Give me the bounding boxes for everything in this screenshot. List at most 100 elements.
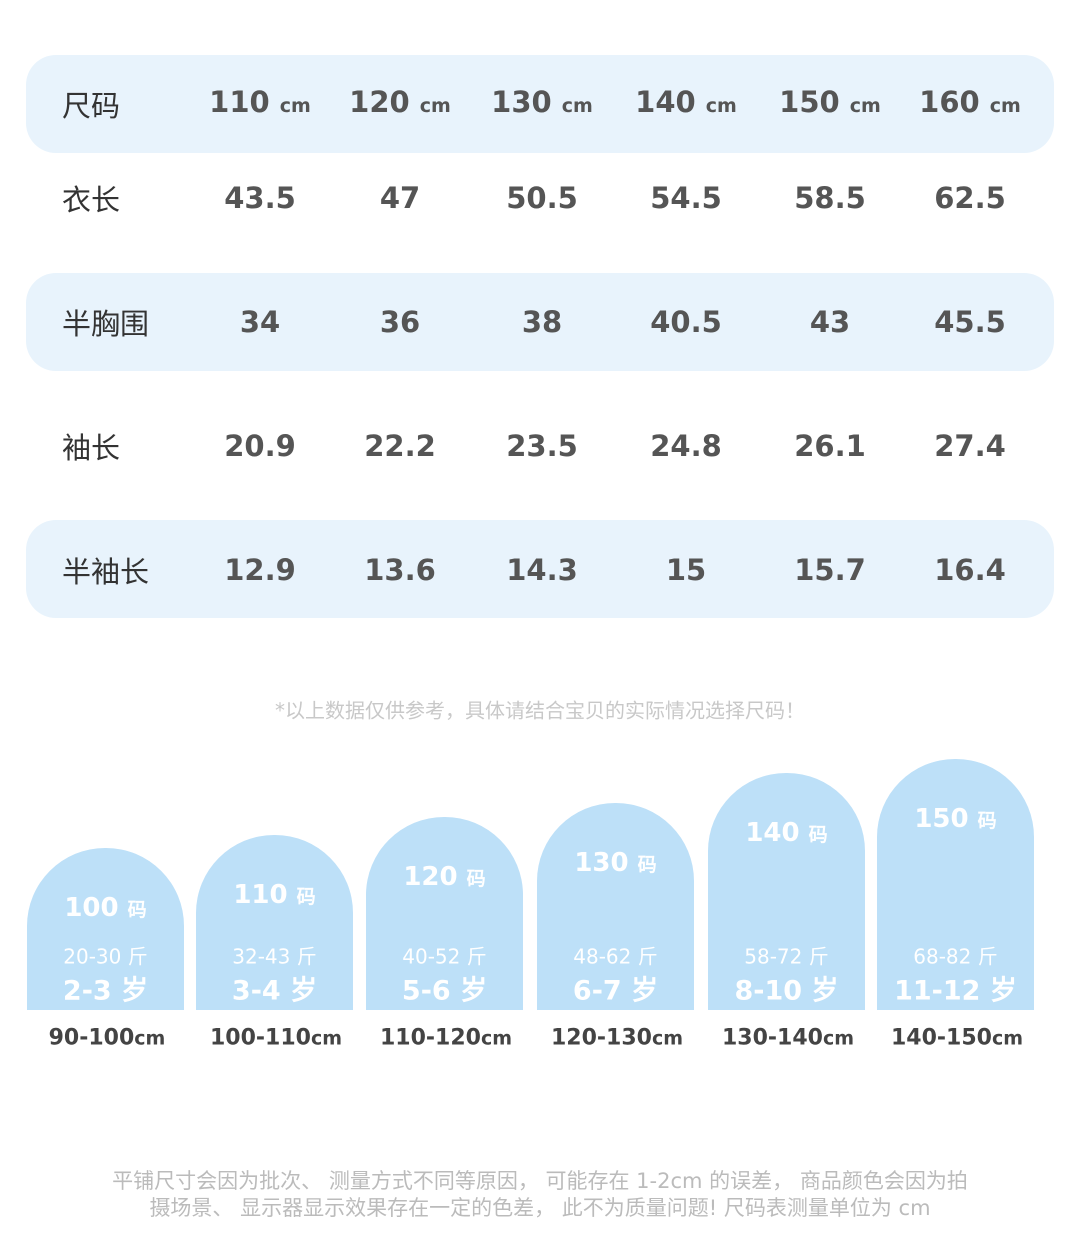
- cell-value: 62.5: [934, 181, 1006, 215]
- size: 110: [209, 85, 270, 119]
- card-age: 5-6 岁: [401, 975, 488, 1007]
- size-unit: cm: [989, 95, 1021, 117]
- height-unit: cm: [480, 1027, 513, 1050]
- header-label: 尺码: [62, 89, 121, 123]
- card-weight: 48-62 斤: [573, 944, 658, 969]
- cell-value: 26.1: [794, 429, 866, 463]
- size-unit: cm: [419, 95, 451, 117]
- cell-value: 14.3: [506, 553, 578, 587]
- height-unit: cm: [822, 1027, 855, 1050]
- height: 130-140: [721, 1025, 823, 1051]
- cell-value: 23.5: [506, 429, 578, 463]
- cell-value: 43.5: [224, 181, 296, 215]
- size-unit: 码: [808, 824, 828, 846]
- size-card: 100 码 20-30 斤 2-3 岁: [27, 848, 184, 1010]
- height-unit: cm: [991, 1027, 1024, 1050]
- card-size: 130 码: [537, 848, 694, 878]
- card-weight: 68-82 斤: [913, 944, 998, 969]
- height-unit: cm: [134, 1027, 166, 1050]
- row-band: [26, 273, 1054, 371]
- card-size: 120 码: [366, 862, 523, 892]
- height-unit: cm: [310, 1027, 343, 1050]
- cell-value: 15.7: [794, 553, 866, 587]
- footer-line: 摄场景、 显示器显示效果存在一定的色差， 此不为质量问题! 尺码表测量单位为 c…: [149, 1196, 931, 1220]
- cell-value: 22.2: [364, 429, 436, 463]
- size: 160: [919, 85, 980, 119]
- row-band: [26, 55, 1054, 153]
- height: 100-110: [209, 1025, 311, 1051]
- cell-value: 27.4: [934, 429, 1006, 463]
- card-size: 110 码: [196, 880, 353, 910]
- size-header: 140 cm: [616, 85, 756, 119]
- row-label: 衣长: [62, 183, 121, 217]
- size: 150: [914, 804, 969, 834]
- size: 140: [745, 818, 800, 848]
- card-height: 110-120cm: [361, 1026, 531, 1051]
- size: 140: [635, 85, 696, 119]
- cell-value: 20.9: [224, 429, 296, 463]
- size-header: 160 cm: [900, 85, 1040, 119]
- cell-value: 34: [239, 305, 281, 339]
- cell-value: 38: [521, 305, 563, 339]
- cell-value: 13.6: [364, 553, 436, 587]
- cell-value: 58.5: [794, 181, 866, 215]
- cell-value: 12.9: [224, 553, 296, 587]
- size-header: 110 cm: [190, 85, 330, 119]
- cell-value: 15: [665, 553, 707, 587]
- cell-value: 50.5: [506, 181, 578, 215]
- cell-value: 47: [379, 181, 421, 215]
- size-card: 150 码 68-82 斤 11-12 岁: [877, 759, 1034, 1010]
- note: *以上数据仅供参考，具体请结合宝贝的实际情况选择尺码！: [275, 698, 805, 723]
- row-band: [26, 520, 1054, 618]
- cell-value: 24.8: [650, 429, 722, 463]
- card-height: 130-140cm: [703, 1026, 873, 1051]
- size: 130: [491, 85, 552, 119]
- card-size: 140 码: [708, 818, 865, 848]
- size: 120: [403, 862, 458, 892]
- cell-value: 54.5: [650, 181, 722, 215]
- size-unit: 码: [977, 810, 997, 832]
- size-card: 120 码 40-52 斤 5-6 岁: [366, 817, 523, 1010]
- card-height: 100-110cm: [191, 1026, 361, 1051]
- size: 130: [574, 848, 629, 878]
- size-unit: cm: [561, 95, 593, 117]
- size-unit: cm: [705, 95, 737, 117]
- size-unit: 码: [466, 868, 486, 890]
- size: 100: [64, 893, 119, 923]
- cell-value: 45.5: [934, 305, 1006, 339]
- size-unit: 码: [296, 886, 316, 908]
- card-height: 140-150cm: [872, 1026, 1042, 1051]
- height: 110-120: [379, 1025, 481, 1051]
- cell-value: 43: [809, 305, 851, 339]
- row-label: 袖长: [62, 431, 121, 465]
- cell-value: 36: [379, 305, 421, 339]
- size-unit: 码: [127, 899, 147, 921]
- card-age: 3-4 岁: [231, 975, 318, 1007]
- size-unit: cm: [279, 95, 311, 117]
- size-card: 130 码 48-62 斤 6-7 岁: [537, 803, 694, 1010]
- size: 150: [779, 85, 840, 119]
- size-header: 150 cm: [760, 85, 900, 119]
- card-age: 2-3 岁: [62, 975, 149, 1007]
- height: 120-130: [550, 1025, 652, 1051]
- card-height: 120-130cm: [532, 1026, 702, 1051]
- height-unit: cm: [651, 1027, 684, 1050]
- size-header: 120 cm: [330, 85, 470, 119]
- card-weight: 58-72 斤: [744, 944, 829, 969]
- size-unit: cm: [849, 95, 881, 117]
- size-unit: 码: [637, 854, 657, 876]
- footer-line: 平铺尺寸会因为批次、 测量方式不同等原因， 可能存在 1-2cm 的误差， 商品…: [112, 1169, 968, 1193]
- row-label: 半袖长: [62, 555, 150, 589]
- card-size: 100 码: [27, 893, 184, 923]
- card-weight: 40-52 斤: [402, 944, 487, 969]
- card-weight: 32-43 斤: [232, 944, 317, 969]
- card-age: 6-7 岁: [572, 975, 659, 1007]
- size-card: 140 码 58-72 斤 8-10 岁: [708, 773, 865, 1010]
- card-age: 11-12 岁: [894, 975, 1017, 1007]
- cell-value: 40.5: [650, 305, 722, 339]
- card-weight: 20-30 斤: [63, 944, 148, 969]
- card-size: 150 码: [877, 804, 1034, 834]
- card-height: 90-100cm: [22, 1026, 192, 1051]
- height: 140-150: [890, 1025, 992, 1051]
